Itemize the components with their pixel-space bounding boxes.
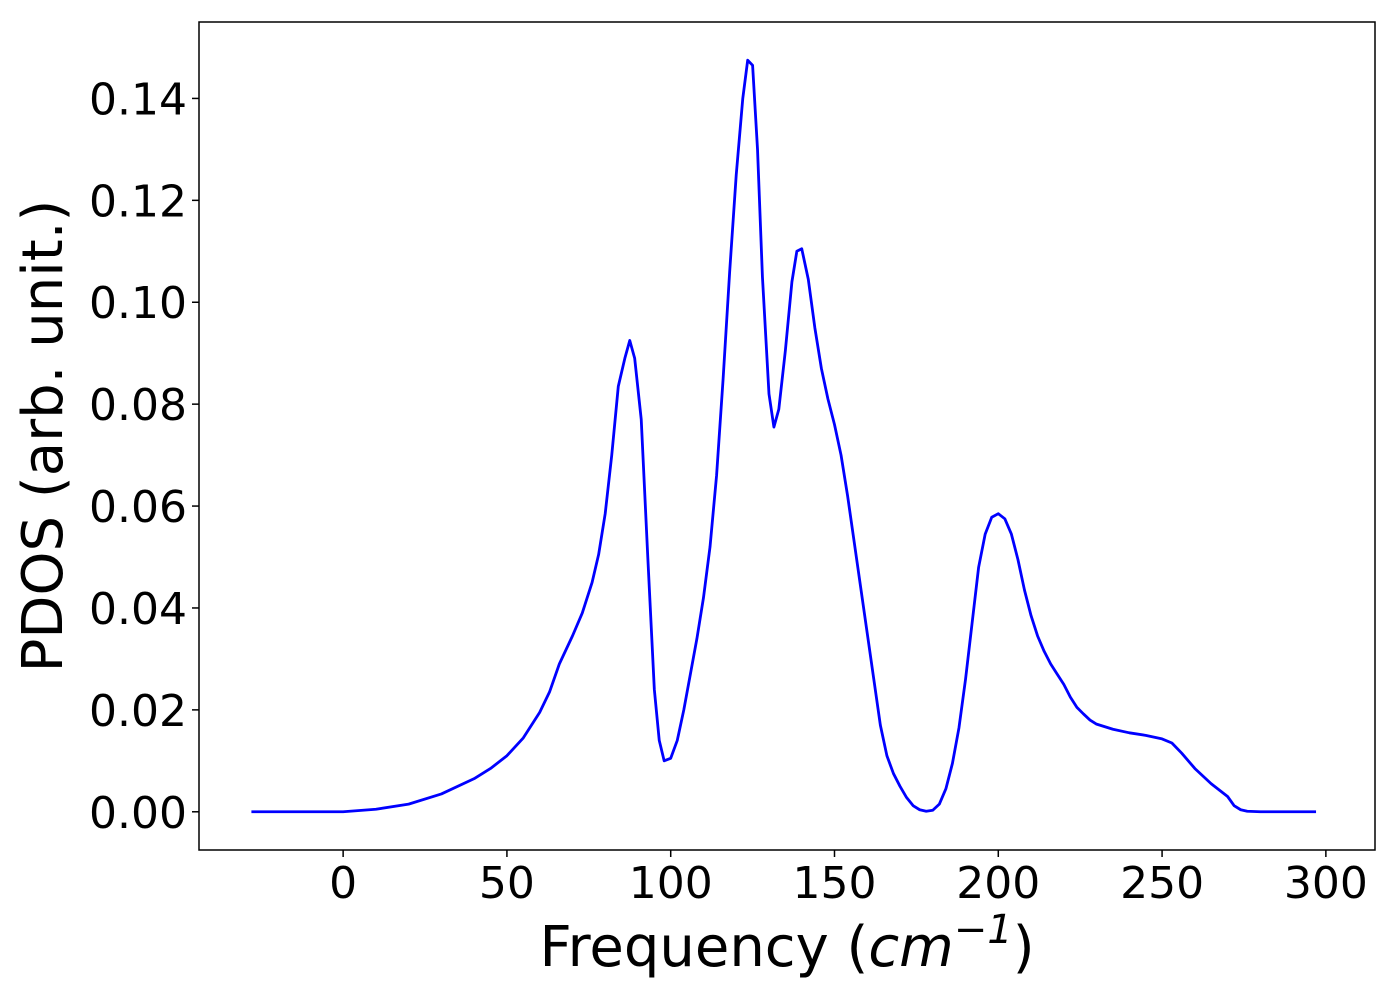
x-tick-label: 250 [1120,858,1204,909]
y-tick-label: 0.14 [89,74,187,125]
y-tick-label: 0.04 [89,584,187,635]
x-axis-unit-exponent: −1 [954,907,1013,953]
y-tick-label: 0.12 [89,176,187,227]
x-axis-unit: cm [868,915,953,980]
x-tick-label: 0 [329,858,357,909]
y-tick-label: 0.02 [89,686,187,737]
series-line [251,58,1317,814]
x-tick-label: 300 [1284,858,1368,909]
y-tick-label: 0.08 [89,380,187,431]
y-axis-ticks: 0.00 0.02 0.04 0.06 0.08 0.10 0.12 0.14 [89,74,199,839]
x-tick-label: 100 [629,858,713,909]
x-tick-label: 150 [793,858,877,909]
plot-frame [198,21,1376,851]
x-axis-ticks: 0 50 100 150 200 250 300 [329,850,1368,909]
x-axis-label: Frequency (cm−1) [539,907,1034,980]
y-tick-label: 0.10 [89,278,187,329]
y-tick-label: 0.06 [89,482,187,533]
x-tick-label: 50 [479,858,535,909]
x-axis-label-text: Frequency [539,915,828,980]
y-tick-label: 0.00 [89,788,187,839]
y-axis-label: PDOS (arb. unit.) [11,200,76,673]
x-tick-label: 200 [956,858,1040,909]
